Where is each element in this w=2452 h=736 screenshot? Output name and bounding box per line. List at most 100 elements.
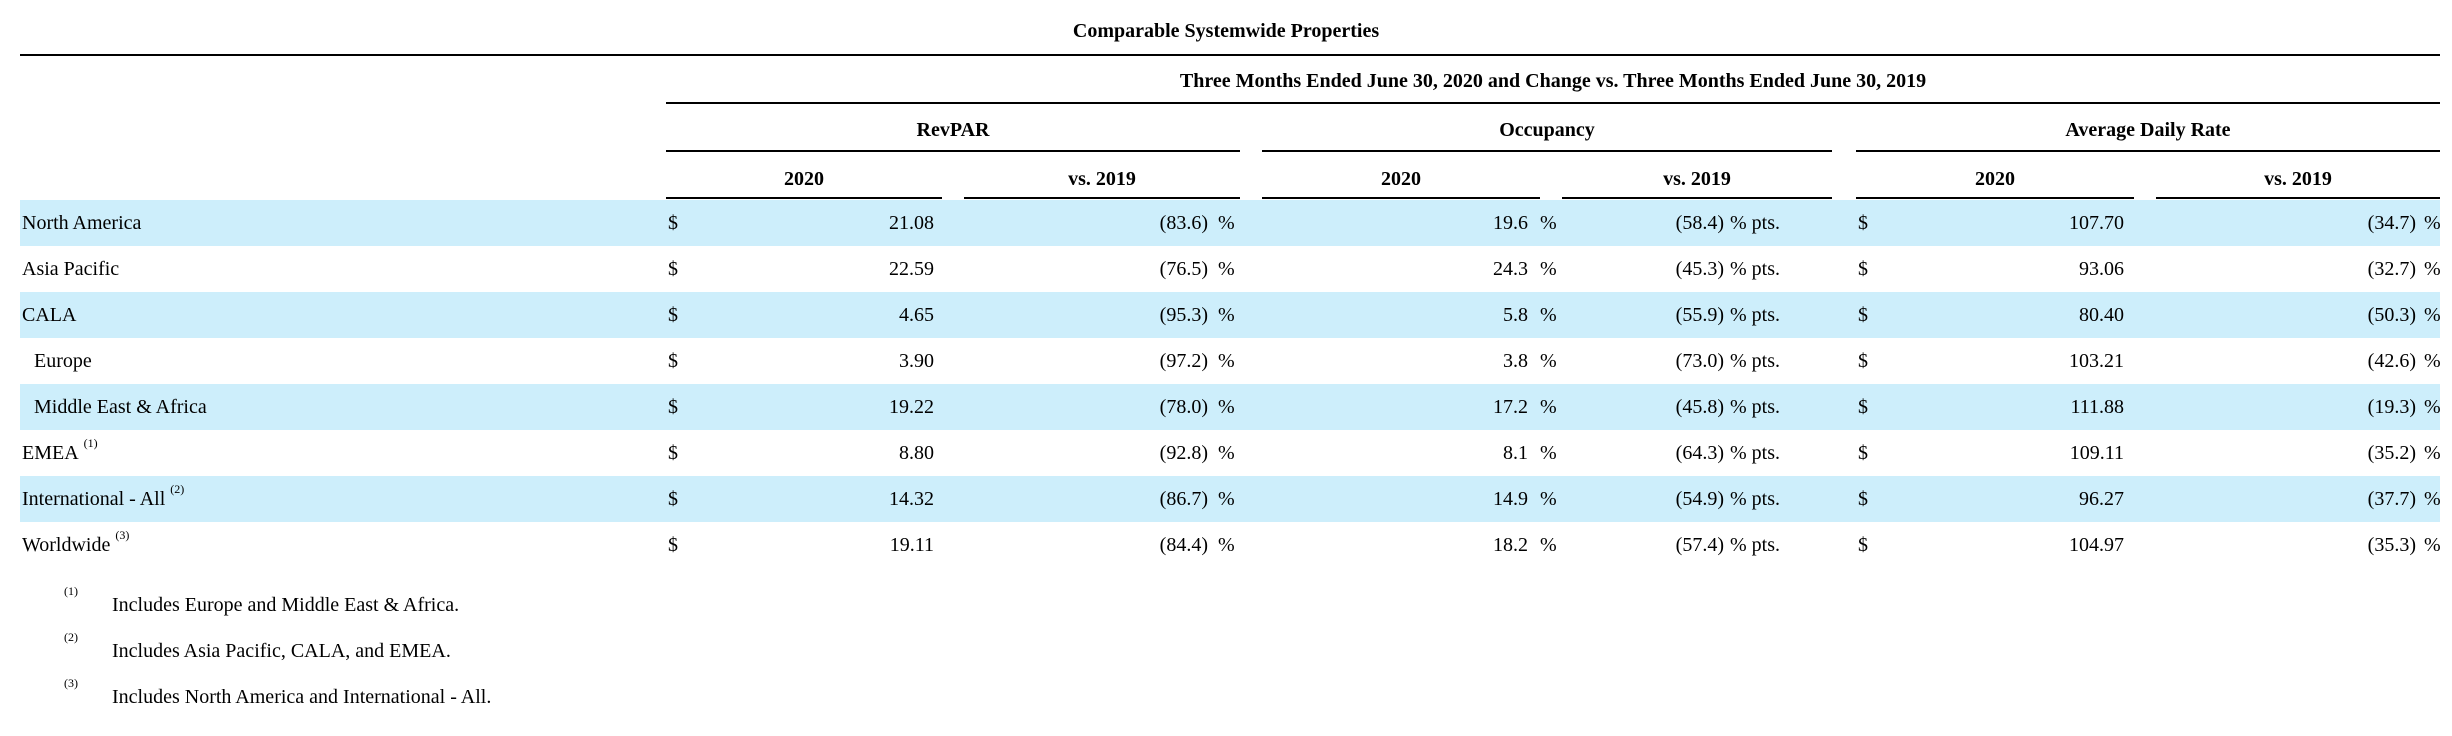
adr-change: (37.7) xyxy=(2367,488,2416,510)
currency-symbol: $ xyxy=(1858,212,1868,234)
percent-sign: % xyxy=(1540,396,1557,418)
pts-sign: % pts. xyxy=(1730,258,1780,280)
currency-symbol: $ xyxy=(668,396,678,418)
row-label: International - All (2) xyxy=(22,482,185,510)
adr-change: (50.3) xyxy=(2367,304,2416,326)
occupancy-change: (54.9) xyxy=(1675,488,1724,510)
revpar-2020: 19.11 xyxy=(889,534,934,556)
row-label: Worldwide (3) xyxy=(22,528,130,556)
period-rule xyxy=(666,102,2440,104)
subheader-occupancy-2020: 2020 xyxy=(1381,168,1421,190)
footnote-text: Includes Asia Pacific, CALA, and EMEA. xyxy=(112,640,451,662)
currency-symbol: $ xyxy=(1858,258,1868,280)
footnote-text: Includes Europe and Middle East & Africa… xyxy=(112,594,460,616)
currency-symbol: $ xyxy=(668,258,678,280)
percent-sign: % xyxy=(1218,534,1235,556)
percent-sign: % xyxy=(2424,212,2441,234)
table-row: EMEA (1) $ 8.80 (92.8) % 8.1 % (64.3) % p… xyxy=(20,430,2441,476)
subheader-rule xyxy=(964,197,1240,199)
revpar-change: (78.0) xyxy=(1159,396,1208,418)
subheader-rule xyxy=(1562,197,1832,199)
currency-symbol: $ xyxy=(668,350,678,372)
revpar-2020: 19.22 xyxy=(889,396,934,418)
percent-sign: % xyxy=(1540,304,1557,326)
footnote-ref: (3) xyxy=(115,528,130,542)
row-label: Europe xyxy=(34,350,92,372)
percent-sign: % xyxy=(1540,488,1557,510)
row-label: EMEA (1) xyxy=(22,436,98,464)
percent-sign: % xyxy=(1218,258,1235,280)
occupancy-2020: 18.2 xyxy=(1493,534,1528,556)
revpar-change: (92.8) xyxy=(1159,442,1208,464)
pts-sign: % pts. xyxy=(1730,212,1780,234)
adr-change: (35.2) xyxy=(2367,442,2416,464)
occupancy-change: (73.0) xyxy=(1675,350,1724,372)
currency-symbol: $ xyxy=(1858,304,1868,326)
currency-symbol: $ xyxy=(668,534,678,556)
pts-sign: % pts. xyxy=(1730,442,1780,464)
group-rule-adr xyxy=(1856,150,2440,152)
percent-sign: % xyxy=(1218,350,1235,372)
footnote-text: Includes North America and International… xyxy=(112,686,492,708)
subheader-revpar-vs-2019: vs. 2019 xyxy=(1068,168,1136,190)
occupancy-change: (55.9) xyxy=(1675,304,1724,326)
currency-symbol: $ xyxy=(1858,488,1868,510)
group-header-occupancy: Occupancy xyxy=(1499,119,1595,141)
occupancy-change: (45.3) xyxy=(1675,258,1724,280)
occupancy-change: (45.8) xyxy=(1675,396,1724,418)
currency-symbol: $ xyxy=(1858,442,1868,464)
row-label: North America xyxy=(22,212,142,234)
currency-symbol: $ xyxy=(1858,396,1868,418)
revpar-2020: 14.32 xyxy=(889,488,934,510)
currency-symbol: $ xyxy=(1858,534,1868,556)
occupancy-2020: 14.9 xyxy=(1493,488,1528,510)
pts-sign: % pts. xyxy=(1730,396,1780,418)
occupancy-2020: 17.2 xyxy=(1493,396,1528,418)
percent-sign: % xyxy=(2424,350,2441,372)
occupancy-2020: 3.8 xyxy=(1503,350,1528,372)
row-label: Asia Pacific xyxy=(22,258,120,280)
group-header-adr: Average Daily Rate xyxy=(2065,119,2231,141)
percent-sign: % xyxy=(2424,442,2441,464)
percent-sign: % xyxy=(1218,304,1235,326)
pts-sign: % pts. xyxy=(1730,350,1780,372)
adr-change: (19.3) xyxy=(2367,396,2416,418)
subheader-rule xyxy=(1856,197,2134,199)
percent-sign: % xyxy=(2424,534,2441,556)
percent-sign: % xyxy=(1218,488,1235,510)
adr-2020: 107.70 xyxy=(2069,212,2124,234)
percent-sign: % xyxy=(2424,304,2441,326)
table-row: International - All (2) $ 14.32 (86.7) % … xyxy=(20,476,2441,522)
percent-sign: % xyxy=(1540,350,1557,372)
currency-symbol: $ xyxy=(668,488,678,510)
adr-change: (34.7) xyxy=(2367,212,2416,234)
percent-sign: % xyxy=(1540,212,1557,234)
percent-sign: % xyxy=(2424,258,2441,280)
adr-2020: 96.27 xyxy=(2079,488,2124,510)
adr-change: (32.7) xyxy=(2367,258,2416,280)
percent-sign: % xyxy=(2424,488,2441,510)
occupancy-2020: 8.1 xyxy=(1503,442,1528,464)
adr-2020: 103.21 xyxy=(2069,350,2124,372)
title-rule xyxy=(20,54,2440,56)
footnote-mark: (3) xyxy=(64,676,78,690)
percent-sign: % xyxy=(1540,534,1557,556)
revpar-change: (76.5) xyxy=(1159,258,1208,280)
footnote-ref: (1) xyxy=(83,436,98,450)
percent-sign: % xyxy=(1540,258,1557,280)
table-title: Comparable Systemwide Properties xyxy=(1072,20,1380,42)
subheader-revpar-2020: 2020 xyxy=(784,168,824,190)
table-row: CALA $ 4.65 (95.3) % 5.8 % (55.9) % pts.… xyxy=(20,292,2441,338)
footnote-mark: (1) xyxy=(64,584,78,598)
adr-change: (42.6) xyxy=(2367,350,2416,372)
percent-sign: % xyxy=(2424,396,2441,418)
subheader-adr-vs-2019: vs. 2019 xyxy=(2264,168,2332,190)
revpar-change: (95.3) xyxy=(1159,304,1208,326)
row-label: CALA xyxy=(22,304,77,326)
revpar-2020: 21.08 xyxy=(889,212,934,234)
table-row: Europe $ 3.90 (97.2) % 3.8 % (73.0) % pt… xyxy=(20,338,2441,384)
subheader-occupancy-vs-2019: vs. 2019 xyxy=(1663,168,1731,190)
table-row: North America $ 21.08 (83.6) % 19.6 % (5… xyxy=(20,200,2441,246)
currency-symbol: $ xyxy=(668,442,678,464)
subheader-adr-2020: 2020 xyxy=(1975,168,2015,190)
